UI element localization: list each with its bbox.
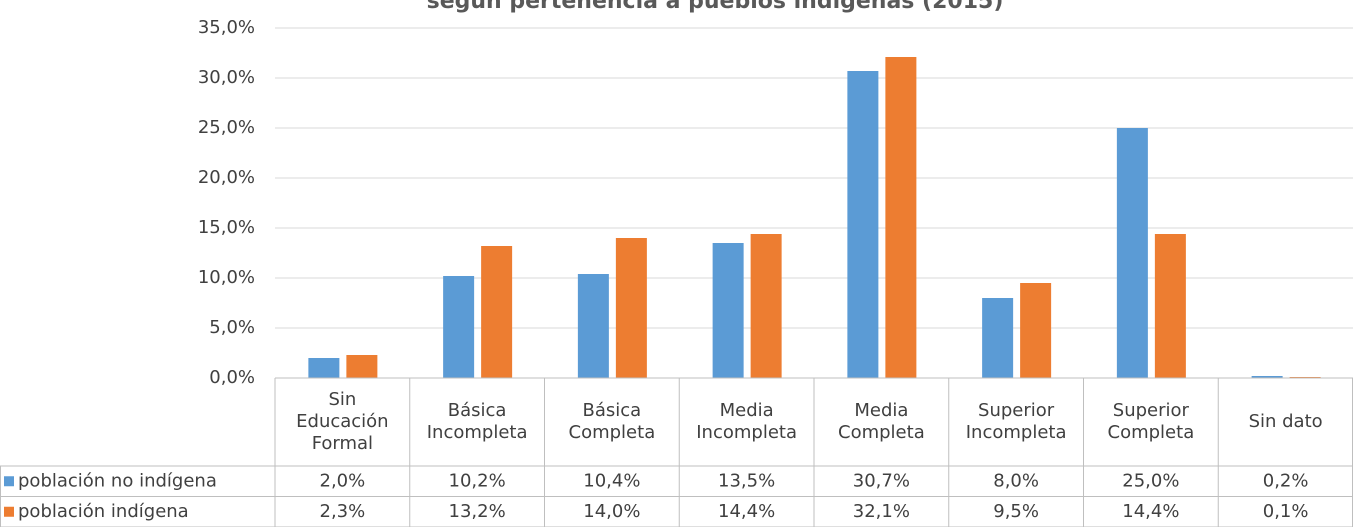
x-tick-label: Básica Incompleta <box>427 400 528 443</box>
table-value: 14,0% <box>583 501 640 522</box>
x-tick-label: Sin dato <box>1249 411 1323 432</box>
table-value: 10,4% <box>583 470 640 491</box>
y-tick-label: 0,0% <box>209 367 255 388</box>
table-value: 13,5% <box>718 470 775 491</box>
table-value: 13,2% <box>449 501 506 522</box>
bar <box>750 234 782 378</box>
chart-title: según pertenencia a pueblos indígenas (2… <box>427 0 1004 14</box>
bar <box>1116 128 1148 378</box>
table-value: 14,4% <box>718 501 775 522</box>
bar <box>982 298 1014 378</box>
legend-key <box>4 506 14 517</box>
table-value: 10,2% <box>449 470 506 491</box>
legend-label: población indígena <box>18 501 189 522</box>
y-tick-label: 35,0% <box>198 17 255 38</box>
y-tick-label: 25,0% <box>198 117 255 138</box>
x-tick-label: Media Incompleta <box>696 400 797 443</box>
bar <box>346 355 378 378</box>
table-value: 30,7% <box>853 470 910 491</box>
y-tick-label: 30,0% <box>198 67 255 88</box>
table-value: 2,3% <box>320 501 366 522</box>
legend-label: población no indígena <box>18 470 217 491</box>
table-value: 8,0% <box>993 470 1039 491</box>
bar <box>712 243 744 378</box>
bar <box>885 57 917 378</box>
x-tick-label: Superior Incompleta <box>966 400 1067 443</box>
bar <box>1020 283 1052 378</box>
y-tick-label: 15,0% <box>198 217 255 238</box>
x-tick-label: Media Completa <box>838 400 925 443</box>
bar <box>308 358 340 378</box>
table-value: 2,0% <box>320 470 366 491</box>
y-tick-label: 5,0% <box>209 317 255 338</box>
bar <box>443 276 475 378</box>
y-tick-label: 10,0% <box>198 267 255 288</box>
bar <box>481 246 513 378</box>
x-tick-label: Sin Educación Formal <box>296 389 388 454</box>
table-value: 14,4% <box>1122 501 1179 522</box>
x-tick-label: Superior Completa <box>1108 400 1195 443</box>
x-tick-label: Básica Completa <box>569 400 656 443</box>
table-value: 25,0% <box>1122 470 1179 491</box>
bar <box>1251 376 1283 378</box>
table-value: 9,5% <box>993 501 1039 522</box>
bar <box>847 71 879 378</box>
legend-key <box>4 476 14 487</box>
bar <box>615 238 647 378</box>
table-value: 0,1% <box>1263 501 1309 522</box>
table-value: 32,1% <box>853 501 910 522</box>
table-value: 0,2% <box>1263 470 1309 491</box>
bar <box>577 274 609 378</box>
bar <box>1154 234 1186 378</box>
y-tick-label: 20,0% <box>198 167 255 188</box>
